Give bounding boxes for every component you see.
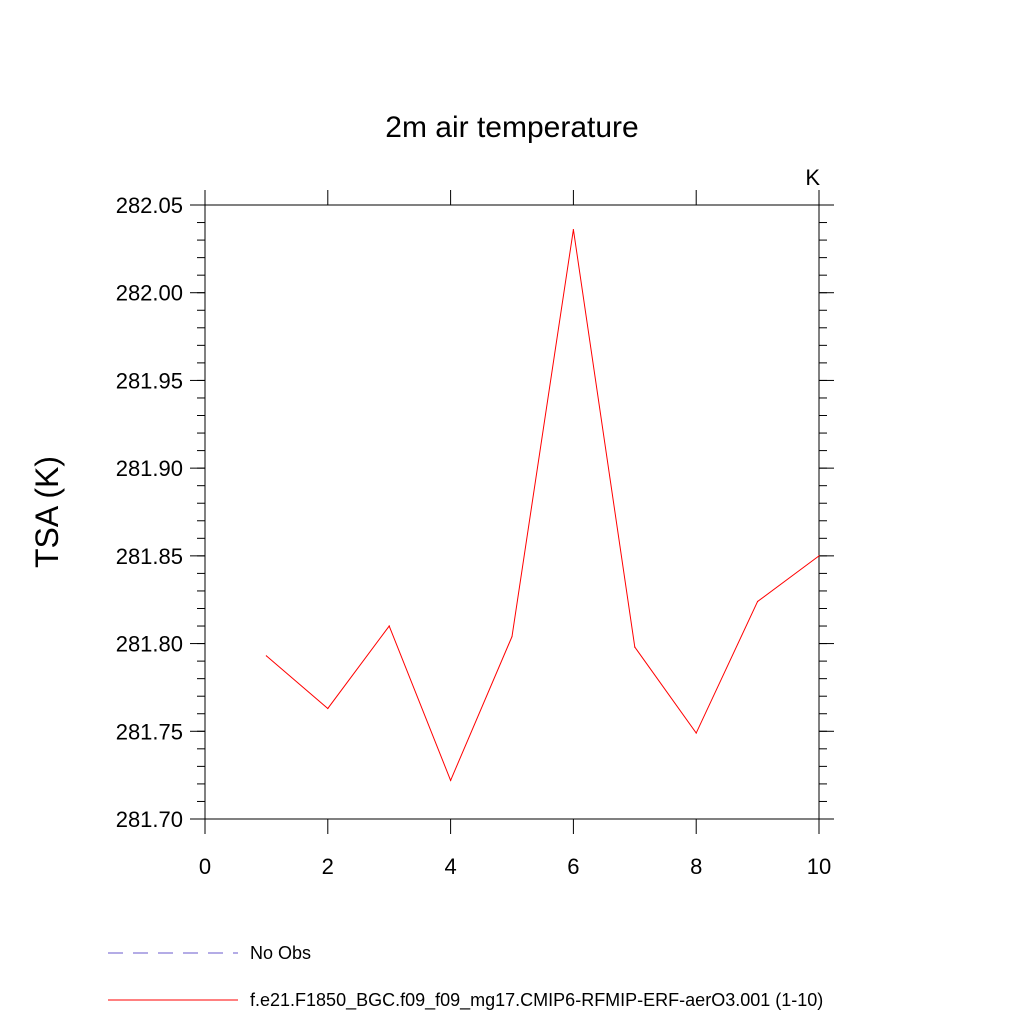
y-tick-label: 281.90 (116, 456, 183, 481)
series-line (266, 229, 820, 782)
data-point (572, 228, 575, 231)
y-tick-label: 281.75 (116, 719, 183, 744)
x-tick-label: 2 (322, 854, 334, 879)
x-tick-label: 8 (690, 854, 702, 879)
x-tick-label: 0 (199, 854, 211, 879)
units-label: K (805, 165, 820, 190)
y-axis-label: TSA (K) (29, 456, 65, 568)
chart-title: 2m air temperature (385, 111, 638, 144)
data-point (757, 600, 759, 603)
data-point (695, 732, 697, 734)
data-point (511, 635, 513, 638)
data-point (265, 655, 267, 657)
major-ticks (190, 190, 834, 834)
data-point (450, 779, 452, 782)
minor-ticks (197, 204, 827, 820)
y-tick-label: 281.70 (116, 807, 183, 832)
legend-label: No Obs (250, 943, 311, 963)
data-point (327, 707, 329, 710)
x-tick-label: 10 (807, 854, 831, 879)
data-point (388, 625, 390, 627)
x-tick-label: 6 (567, 854, 579, 879)
y-tick-label: 281.80 (116, 632, 183, 657)
y-tick-label: 282.05 (116, 193, 183, 218)
plot-frame (204, 204, 820, 820)
y-tick-label: 281.95 (116, 368, 183, 393)
y-tick-labels: 281.70 281.75 281.80 281.85 281.90 281.95 282.… (116, 193, 183, 832)
x-tick-labels: 0 2 4 6 8 10 (199, 854, 831, 879)
y-tick-label: 281.85 (116, 544, 183, 569)
legend: No Obs f.e21.F1850_BGC.f09_f09_mg17.CMIP6… (108, 943, 823, 1011)
y-tick-label: 282.00 (116, 281, 183, 306)
data-point (634, 646, 636, 648)
data-point (818, 555, 820, 557)
series-group (265, 228, 820, 782)
legend-label: f.e21.F1850_BGC.f09_f09_mg17.CMIP6-RFMIP… (250, 990, 823, 1011)
x-tick-label: 4 (444, 854, 456, 879)
